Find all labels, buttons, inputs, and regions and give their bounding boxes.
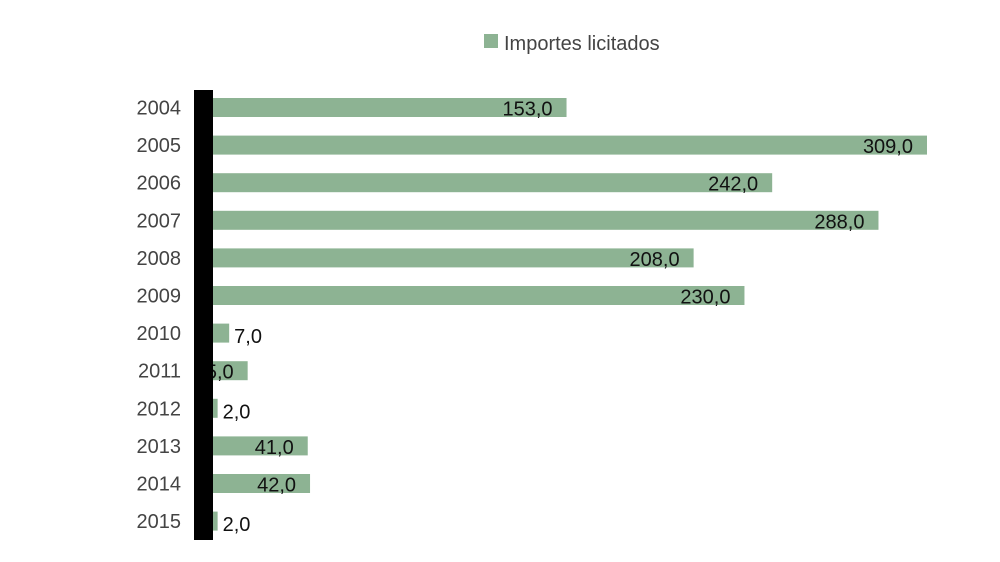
data-label-2013: 41,0 bbox=[255, 437, 294, 459]
category-label-2010: 2010 bbox=[137, 323, 182, 345]
data-label-2008: 208,0 bbox=[630, 249, 680, 271]
category-label-2006: 2006 bbox=[137, 173, 182, 195]
data-label-2009: 230,0 bbox=[680, 287, 730, 309]
data-label-2004: 153,0 bbox=[502, 99, 552, 121]
category-label-2015: 2015 bbox=[137, 511, 182, 533]
bar-2012 bbox=[213, 398, 218, 418]
category-label-2012: 2012 bbox=[137, 398, 182, 420]
legend-label-importes-licitados: Importes licitados bbox=[504, 33, 660, 55]
data-label-2007: 288,0 bbox=[814, 211, 864, 233]
value-labels: 153,0309,0242,0288,0208,0230,07,015,02,0… bbox=[195, 99, 913, 537]
bar-2006 bbox=[213, 173, 773, 193]
bars bbox=[213, 98, 927, 531]
year-labels: 2004 2005 2006 2007 2008 2009 2010 2011 2012 2013… bbox=[137, 98, 182, 534]
data-label-2010: 7,0 bbox=[234, 326, 262, 348]
category-label-2011: 2011 bbox=[138, 361, 181, 383]
data-label-2006: 242,0 bbox=[708, 174, 758, 196]
legend-swatch bbox=[484, 34, 498, 48]
legend: Importes licitados bbox=[484, 33, 660, 55]
category-label-2008: 2008 bbox=[137, 248, 182, 270]
bar-2015 bbox=[213, 511, 218, 531]
category-label-2004: 2004 bbox=[137, 98, 182, 120]
bar-2011 bbox=[213, 361, 248, 381]
bar-2014 bbox=[213, 474, 311, 493]
data-label-2012: 2,0 bbox=[223, 401, 251, 423]
data-label-2014: 42,0 bbox=[257, 475, 296, 497]
y-axis-line bbox=[194, 90, 213, 540]
bar-2008 bbox=[213, 248, 694, 268]
category-label-2009: 2009 bbox=[137, 286, 182, 308]
category-label-2007: 2007 bbox=[137, 210, 182, 232]
bar-2005 bbox=[213, 135, 927, 155]
category-label-2013: 2013 bbox=[137, 436, 182, 458]
data-label-2015: 2,0 bbox=[223, 514, 251, 536]
bar-2009 bbox=[213, 286, 745, 305]
data-label-2005: 309,0 bbox=[863, 136, 913, 158]
bar-2004 bbox=[213, 98, 567, 117]
category-label-2005: 2005 bbox=[137, 135, 182, 157]
bar-2007 bbox=[213, 210, 879, 230]
category-label-2014: 2014 bbox=[137, 474, 182, 496]
bar-2010 bbox=[213, 323, 230, 343]
bar-2013 bbox=[213, 436, 308, 456]
